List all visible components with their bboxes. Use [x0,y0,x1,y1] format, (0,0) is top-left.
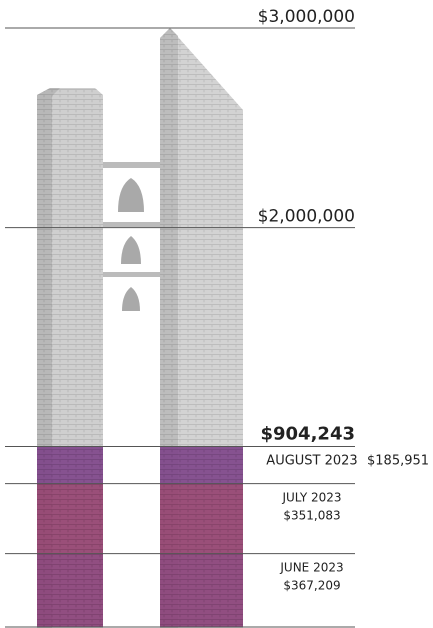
value-label: $351,083 [283,509,340,523]
value-label: $367,209 [283,579,340,593]
segment-texture [37,446,243,484]
legend-label: JUNE 2023 [279,561,343,575]
y-tick-label: $2,000,000 [258,207,355,227]
total-label: $904,243 [260,423,355,444]
y-tick-label: $3,000,000 [258,7,355,27]
tower-fill [37,446,243,627]
value-label: $185,951 [367,453,429,468]
legend-label: AUGUST 2023 [266,453,357,468]
segment-texture [37,483,243,554]
segment-texture [37,553,243,627]
legend-label: JULY 2023 [281,491,341,505]
